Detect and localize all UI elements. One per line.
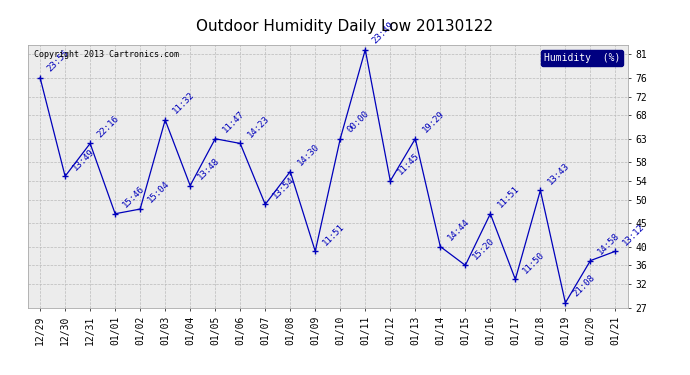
Text: 15:04: 15:04 (146, 180, 171, 205)
Text: 13:12: 13:12 (621, 222, 647, 247)
Text: 13:43: 13:43 (546, 161, 571, 186)
Text: 14:30: 14:30 (296, 142, 321, 167)
Text: 11:51: 11:51 (496, 184, 521, 210)
Text: 13:48: 13:48 (196, 156, 221, 182)
Text: 00:00: 00:00 (346, 109, 371, 135)
Text: 11:50: 11:50 (521, 250, 546, 275)
Text: 22:16: 22:16 (96, 114, 121, 139)
Text: 14:44: 14:44 (446, 217, 471, 242)
Text: 13:54: 13:54 (270, 175, 296, 200)
Text: 11:45: 11:45 (396, 152, 421, 177)
Text: 13:49: 13:49 (70, 147, 96, 172)
Text: 23:49: 23:49 (371, 20, 396, 45)
Text: Outdoor Humidity Daily Low 20130122: Outdoor Humidity Daily Low 20130122 (197, 19, 493, 34)
Text: 11:51: 11:51 (321, 222, 346, 247)
Text: 19:29: 19:29 (421, 109, 446, 135)
Text: 15:46: 15:46 (121, 184, 146, 210)
Text: 15:20: 15:20 (471, 236, 496, 261)
Text: Copyright 2013 Cartronics.com: Copyright 2013 Cartronics.com (34, 50, 179, 59)
Text: 23:55: 23:55 (46, 48, 71, 74)
Text: 14:58: 14:58 (596, 231, 621, 256)
Text: 11:47: 11:47 (221, 109, 246, 135)
Legend: Humidity  (%): Humidity (%) (541, 50, 623, 66)
Text: 21:08: 21:08 (571, 273, 596, 298)
Text: 11:32: 11:32 (170, 90, 196, 116)
Text: 14:23: 14:23 (246, 114, 271, 139)
